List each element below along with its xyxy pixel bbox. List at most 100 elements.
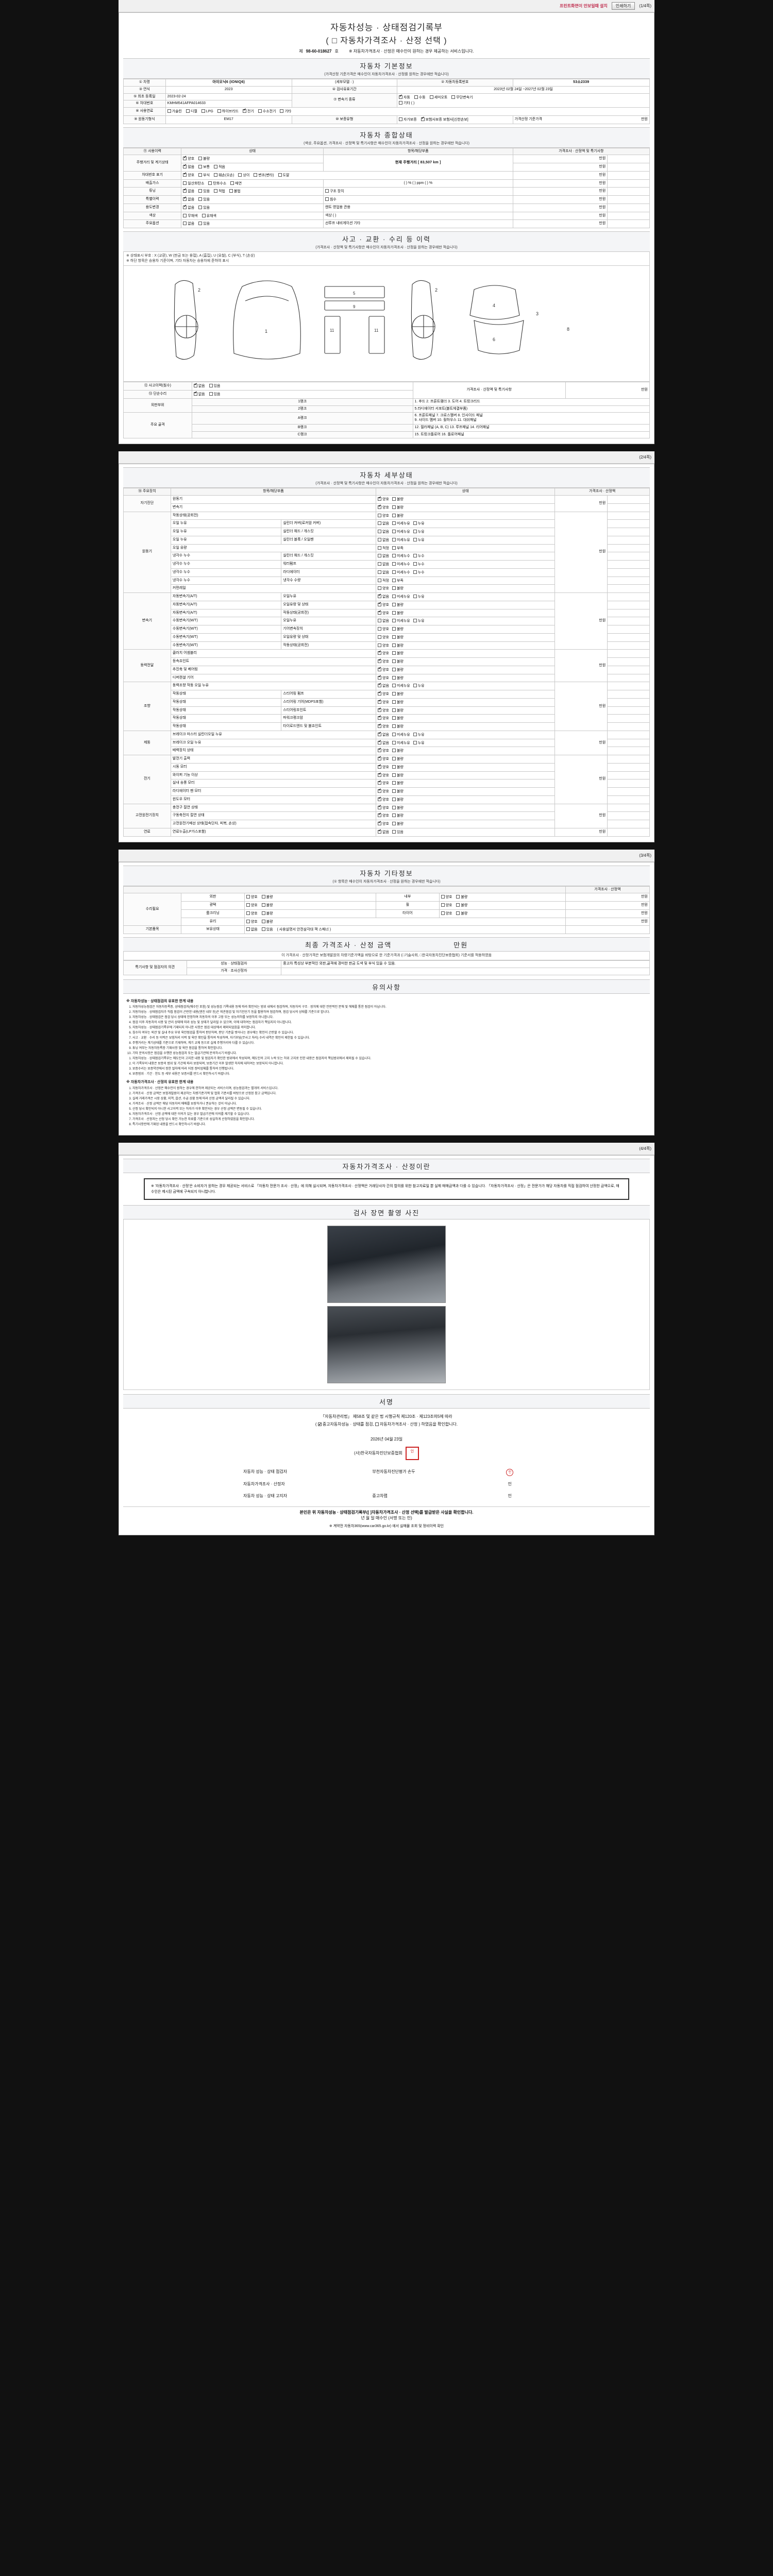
option-불량[interactable]: 불량 [392,813,404,819]
option-없음[interactable]: 없음 [378,740,389,746]
option-양호[interactable]: 양호 [378,821,389,827]
option-base-yes[interactable]: 있음 [261,927,273,933]
option-불량[interactable]: 불량 [392,643,404,649]
option-양호[interactable]: 양호 [378,788,389,794]
option-trans-cvt[interactable]: 무단변속기 [451,95,473,100]
option-양호[interactable]: 양호 [378,699,389,705]
option-불량[interactable]: 불량 [392,700,404,705]
option-양호[interactable]: 양호 [378,658,389,665]
option-mileage-normal[interactable]: 보통 [198,164,210,170]
option-base-none[interactable]: 없음 [246,927,258,933]
option-vin-different[interactable]: 상이 [238,173,249,178]
option-누유[interactable]: 누유 [413,740,425,746]
option-미세누유[interactable]: 미세누유 [392,618,410,624]
option-없음[interactable]: 없음 [378,732,389,738]
option-있음[interactable]: 있음 [392,829,404,835]
option-부족[interactable]: 부족 [392,546,404,551]
option-양호[interactable]: 양호 [378,764,389,770]
option-emission-smoke[interactable]: 매연 [230,181,242,187]
option-불량[interactable]: 불량 [392,651,404,656]
option-양호[interactable]: 양호 [378,805,389,811]
option-warranty-insurer[interactable]: 보험사보증 보험사[신한손보] [421,116,468,123]
option-불량[interactable]: 불량 [392,708,404,714]
option-fuel-diesel[interactable]: 디젤 [186,109,197,114]
option-special-yes[interactable]: 있음 [198,197,210,202]
option-mainopt-none[interactable]: 없음 [183,221,194,227]
option-fuel-hydrogen[interactable]: 수소전기 [258,109,276,114]
option-warranty-self[interactable]: 자가보증 [398,117,417,123]
option-불량[interactable]: 불량 [392,497,404,502]
option-불량[interactable]: 불량 [392,821,404,827]
print-button[interactable]: 인쇄하기 [611,2,635,10]
option-미세누유[interactable]: 미세누유 [392,529,410,535]
base-items-sub[interactable]: ( 사용설명서 안전삼각대 잭 스패너 ) [277,928,331,932]
option-emission-hc[interactable]: 탄화수소 [208,181,226,187]
option-양호[interactable]: 양호 [378,772,389,778]
option-누유[interactable]: 누유 [413,683,425,689]
option-mainopt-yes[interactable]: 있음 [198,221,210,227]
option-불량[interactable]: 불량 [392,586,404,591]
option-불량[interactable]: 불량 [392,635,404,640]
option-양호[interactable]: 양호 [378,610,389,616]
option-fuel-lpg[interactable]: LPG [201,109,213,114]
option-양호[interactable]: 양호 [378,667,389,673]
option-미세누수[interactable]: 미세누수 [392,562,410,567]
checkbox-price-survey[interactable] [375,1422,379,1427]
option-trans-semiauto[interactable]: 세미오토 [429,95,447,100]
option-적정[interactable]: 적정 [378,546,389,551]
option-없음[interactable]: 없음 [378,521,389,527]
option-부족[interactable]: 부족 [392,578,404,584]
option-accident-yes[interactable]: 있음 [209,383,220,389]
option-미세누유[interactable]: 미세누유 [392,521,410,527]
option-양호[interactable]: 양호 [378,602,389,608]
option-양호[interactable]: 양호 [378,715,389,721]
option-없음[interactable]: 없음 [378,570,389,575]
option-불량[interactable]: 불량 [392,716,404,721]
option-mileage-few[interactable]: 적음 [213,164,225,170]
option-누수[interactable]: 누수 [413,553,425,559]
option-repair-none[interactable]: 없음 [193,391,205,397]
option-불량[interactable]: 불량 [392,513,404,519]
option-미세누유[interactable]: 미세누유 [392,537,410,543]
option-불량[interactable]: 불량 [392,781,404,786]
option-양호[interactable]: 양호 [378,780,389,786]
option-usechange-none[interactable]: 없음 [183,205,194,211]
option-양호[interactable]: 양호 [378,635,389,640]
option-없음[interactable]: 없음 [378,594,389,600]
option-불량[interactable]: 불량 [392,667,404,673]
option-없음[interactable]: 없음 [378,553,389,559]
checkbox-performance[interactable] [317,1421,322,1429]
option-fuel-electric[interactable]: 전기 [242,108,254,114]
option-불량[interactable]: 불량 [392,797,404,803]
option-usechange-yes[interactable]: 있음 [198,205,210,211]
option-불량[interactable]: 불량 [392,773,404,778]
option-없음[interactable]: 없음 [378,829,389,835]
option-양호[interactable]: 양호 [378,748,389,754]
option-양호[interactable]: 양호 [378,504,389,511]
option-없음[interactable]: 없음 [378,562,389,567]
option-불량[interactable]: 불량 [392,611,404,616]
option-tuning-none[interactable]: 없음 [183,188,194,194]
option-양호[interactable]: 양호 [378,675,389,681]
option-vin-corroded[interactable]: 부식 [198,173,210,178]
option-누유[interactable]: 누유 [413,618,425,624]
option-불량[interactable]: 불량 [392,805,404,811]
option-양호[interactable]: 양호 [378,812,389,819]
option-불량[interactable]: 불량 [392,691,404,697]
option-없음[interactable]: 없음 [378,529,389,535]
option-누유[interactable]: 누유 [413,537,425,543]
option-불량[interactable]: 불량 [392,748,404,754]
option-trans-auto[interactable]: 자동 [398,94,410,100]
option-special-none[interactable]: 없음 [183,196,194,202]
option-미세누유[interactable]: 미세누유 [392,594,410,600]
option-불량[interactable]: 불량 [392,626,404,632]
option-누수[interactable]: 누수 [413,570,425,575]
option-vin-erased[interactable]: 도말 [278,173,290,178]
option-양호[interactable]: 양호 [378,756,389,762]
option-누유[interactable]: 누유 [413,732,425,738]
option-mileage-many[interactable]: 많음 [183,164,194,170]
option-vin-damaged[interactable]: 훼손(오손) [213,173,234,178]
option-양호[interactable]: 양호 [378,496,389,502]
option-불량[interactable]: 불량 [392,675,404,681]
option-양호[interactable]: 양호 [378,650,389,656]
